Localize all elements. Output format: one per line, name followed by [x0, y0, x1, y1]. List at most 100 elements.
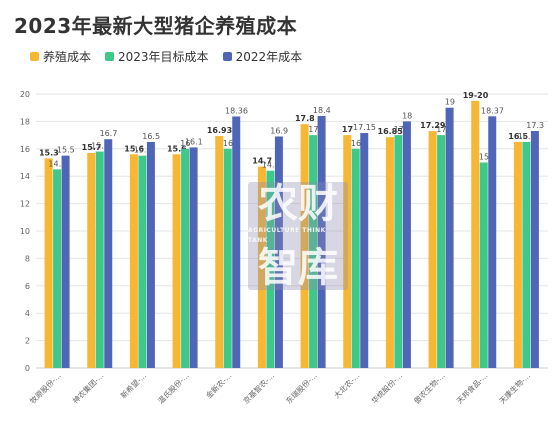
- y-tick-label: 14: [20, 172, 30, 181]
- x-tick-label: 新希望-...: [118, 370, 148, 400]
- chart-title: 2023年最新大型猪企养殖成本: [14, 14, 298, 38]
- watermark-line1: 农财: [258, 181, 338, 227]
- data-label: 17: [342, 125, 353, 134]
- data-label: 18.37: [481, 106, 504, 115]
- bar-cost-2022: [317, 115, 326, 368]
- watermark-logo: 农财 AGRICULTURE THINK TANK 智库: [248, 182, 348, 290]
- y-tick-label: 4: [25, 309, 30, 318]
- bar-cost: [471, 100, 480, 368]
- legend-label-cost-2022: 2022年成本: [235, 50, 303, 64]
- bar-cost-2022: [402, 121, 411, 369]
- data-label: 17: [436, 125, 446, 134]
- data-label: 16.1: [185, 137, 203, 146]
- data-label: 17.29: [420, 121, 446, 130]
- y-tick-label: 0: [25, 364, 30, 373]
- x-tick-label: 大北农-...: [331, 370, 361, 400]
- bar-cost: [513, 141, 522, 368]
- x-tick-label: 牧原股份-...: [27, 370, 62, 405]
- data-label: 17.8: [295, 114, 315, 123]
- data-label: 15.5: [57, 146, 75, 155]
- bar-target-2023: [309, 135, 318, 368]
- watermark-line3: 智库: [258, 245, 338, 291]
- data-label: 15.6: [124, 144, 144, 153]
- bar-cost-2022: [232, 116, 241, 368]
- bar-target-2023: [522, 141, 531, 368]
- data-label: 16.5: [508, 132, 528, 141]
- data-label: 17: [394, 125, 404, 134]
- data-label: 15.5: [134, 146, 152, 155]
- data-label: 19-20: [463, 91, 489, 100]
- y-tick-label: 16: [20, 145, 30, 154]
- data-label: 16.5: [518, 132, 536, 141]
- y-tick-label: 2: [25, 337, 30, 346]
- x-tick-label: 天康生物-...: [497, 370, 532, 405]
- bar-cost: [300, 124, 309, 368]
- data-label: 15.3: [39, 148, 59, 157]
- data-label: 15: [479, 153, 489, 162]
- x-tick-label: 东瑞股份-...: [283, 370, 318, 405]
- bar-target-2023: [223, 148, 232, 368]
- bar-target-2023: [351, 148, 360, 368]
- data-label: 17.15: [353, 123, 376, 132]
- x-tick-label: 京基智农-...: [241, 370, 276, 405]
- watermark-line2: AGRICULTURE THINK TANK: [248, 227, 326, 244]
- y-tick-label: 12: [20, 200, 30, 209]
- bar-cost: [44, 158, 53, 368]
- data-label: 18: [402, 111, 412, 120]
- bar-target-2023: [53, 169, 62, 368]
- bar-target-2023: [437, 135, 446, 368]
- data-label: 16: [223, 139, 233, 148]
- data-label: 16: [180, 139, 190, 148]
- x-tick-label: 神农集团-...: [70, 370, 105, 405]
- bar-cost: [172, 154, 181, 368]
- bar-cost-2022: [61, 155, 70, 368]
- data-label: 15.7: [82, 143, 102, 152]
- x-tick-label: 华统股份-...: [369, 370, 404, 405]
- bar-target-2023: [138, 155, 147, 368]
- data-label: 16.5: [142, 132, 160, 141]
- bar-cost: [385, 137, 394, 368]
- legend-item-target-2023[interactable]: 2023年目标成本: [105, 48, 209, 65]
- x-tick-label: 傲农生物-...: [411, 370, 446, 405]
- bar-cost: [87, 152, 96, 368]
- x-tick-label: 温氏股份-...: [155, 370, 190, 405]
- chart-legend: 养殖成本 2023年目标成本 2022年成本: [30, 48, 302, 65]
- bar-cost-2022: [104, 139, 113, 368]
- data-label: 17: [308, 125, 318, 134]
- bar-target-2023: [95, 151, 104, 368]
- data-label: 14.5: [48, 159, 66, 168]
- data-label: 16.9: [270, 126, 288, 135]
- data-label: 16: [351, 139, 361, 148]
- data-label: 16.85: [378, 127, 404, 136]
- bar-cost: [257, 166, 266, 368]
- y-tick-label: 10: [20, 227, 30, 236]
- legend-item-cost-2022[interactable]: 2022年成本: [222, 48, 303, 65]
- legend-label-cost: 养殖成本: [43, 50, 92, 64]
- bar-cost-2022: [146, 141, 155, 368]
- y-tick-label: 18: [20, 117, 30, 126]
- bar-cost: [129, 154, 138, 368]
- bar-cost-2022: [189, 147, 198, 368]
- bar-cost: [343, 135, 352, 368]
- data-label: 14.4: [262, 161, 280, 170]
- legend-item-cost[interactable]: 养殖成本: [30, 48, 91, 65]
- legend-swatch-cost: [30, 52, 39, 61]
- x-tick-label: 金新农-...: [203, 370, 233, 400]
- bar-cost-2022: [488, 116, 497, 369]
- data-label: 15.8: [91, 142, 109, 151]
- y-tick-label: 20: [20, 90, 30, 99]
- bar-cost-2022: [274, 136, 283, 368]
- data-label: 14.7: [252, 157, 272, 166]
- bar-cost-2022: [445, 107, 454, 368]
- bar-target-2023: [394, 135, 403, 368]
- bar-target-2023: [266, 170, 275, 368]
- data-label: 18.36: [225, 106, 248, 115]
- x-tick-label: 天邦食品-...: [454, 370, 489, 405]
- bar-cost: [428, 131, 437, 368]
- data-label: 17.3: [526, 121, 544, 130]
- legend-swatch-target-2023: [105, 52, 115, 61]
- legend-label-target-2023: 2023年目标成本: [118, 50, 209, 64]
- data-label: 15.6: [167, 144, 187, 153]
- bar-cost-2022: [360, 133, 369, 368]
